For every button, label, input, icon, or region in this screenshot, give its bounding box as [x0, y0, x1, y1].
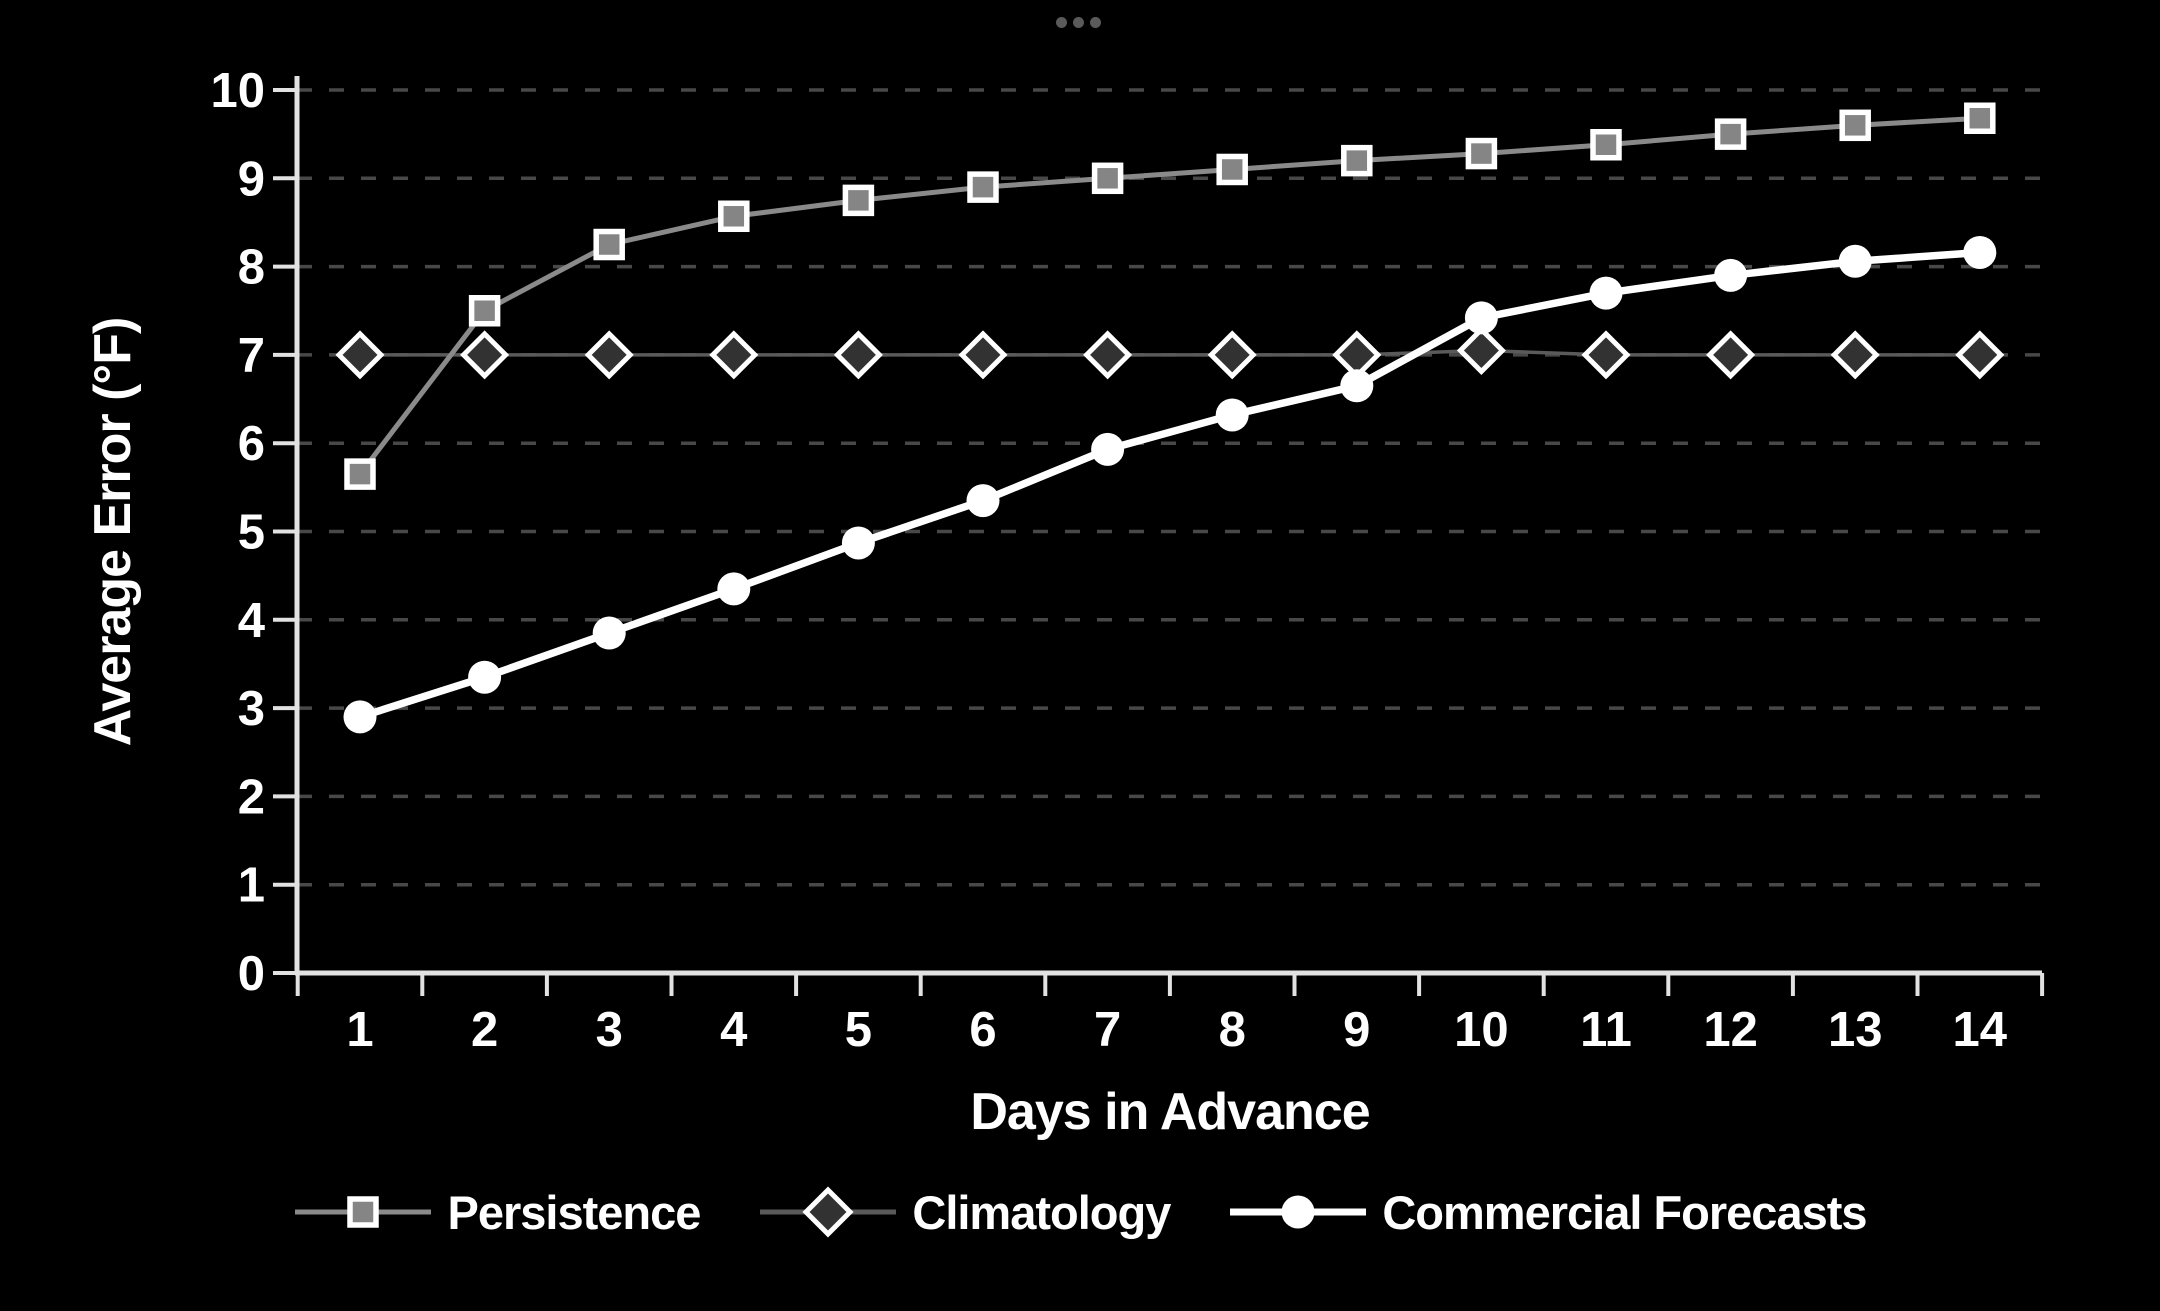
svg-text:3: 3 [596, 1003, 623, 1057]
legend-label-climatology: Climatology [912, 1185, 1171, 1239]
svg-text:13: 13 [1828, 1003, 1883, 1057]
ellipsis-dot-icon [1073, 17, 1084, 28]
legend-label-commercial-forecasts: Commercial Forecasts [1382, 1185, 1867, 1239]
svg-text:1: 1 [346, 1003, 373, 1057]
ellipsis-indicator[interactable] [1056, 17, 1101, 28]
legend-item-commercial-forecasts: Commercial Forecasts [1228, 1183, 1868, 1241]
svg-text:8: 8 [238, 241, 265, 295]
svg-text:8: 8 [1219, 1003, 1246, 1057]
svg-text:10: 10 [210, 64, 265, 118]
legend-item-climatology: Climatology [758, 1183, 1171, 1241]
svg-text:4: 4 [720, 1003, 747, 1057]
svg-text:5: 5 [845, 1003, 872, 1057]
svg-text:9: 9 [238, 152, 265, 206]
svg-text:12: 12 [1703, 1003, 1758, 1057]
legend-label-persistence: Persistence [447, 1185, 701, 1239]
y-axis-title: Average Error (°F) [84, 317, 142, 747]
svg-text:2: 2 [238, 770, 265, 824]
svg-text:0: 0 [238, 947, 265, 1001]
ellipsis-dot-icon [1056, 17, 1067, 28]
svg-text:7: 7 [238, 329, 265, 383]
svg-text:5: 5 [238, 506, 265, 560]
svg-text:7: 7 [1094, 1003, 1121, 1057]
svg-text:4: 4 [238, 594, 265, 648]
svg-text:9: 9 [1343, 1003, 1370, 1057]
x-axis-title: Days in Advance [970, 1083, 1370, 1141]
svg-text:3: 3 [238, 682, 265, 736]
svg-text:2: 2 [471, 1003, 498, 1057]
svg-text:11: 11 [1580, 1003, 1632, 1057]
chart-legend: Persistence Climatology Commercial Forec… [0, 1183, 2160, 1241]
svg-text:6: 6 [969, 1003, 996, 1057]
legend-item-persistence: Persistence [293, 1183, 701, 1241]
diamond-marker-icon [758, 1183, 898, 1241]
ellipsis-dot-icon [1090, 17, 1101, 28]
svg-text:14: 14 [1953, 1003, 2008, 1057]
circle-marker-icon [1228, 1183, 1368, 1241]
svg-text:6: 6 [238, 417, 265, 471]
svg-text:1: 1 [238, 859, 265, 913]
svg-text:10: 10 [1454, 1003, 1509, 1057]
square-marker-icon [293, 1183, 433, 1241]
